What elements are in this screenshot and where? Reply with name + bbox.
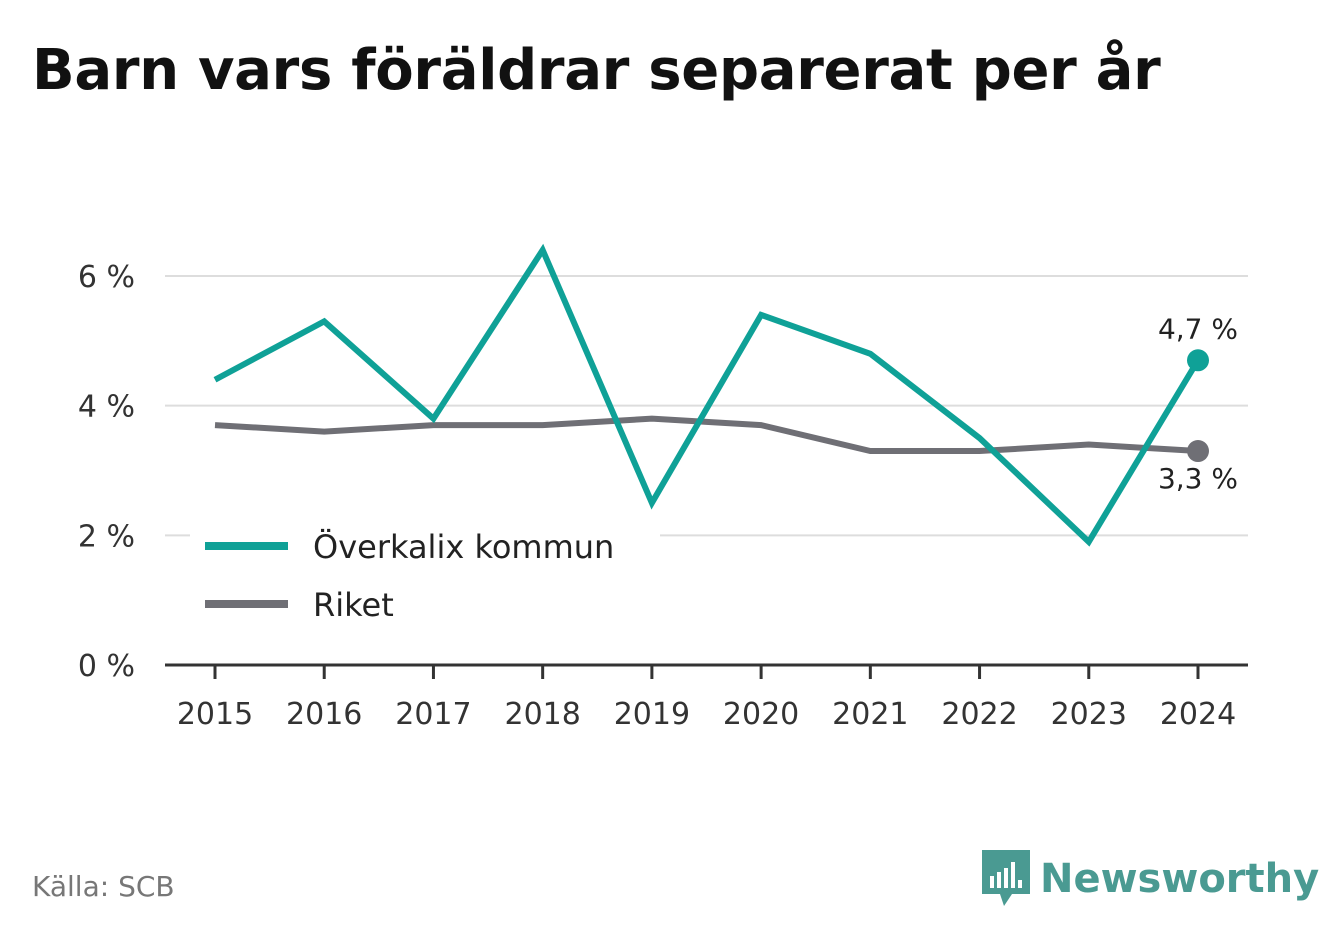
y-tick-label: 2 % xyxy=(78,519,135,554)
y-tick-label: 4 % xyxy=(78,390,135,425)
x-tick-label: 2017 xyxy=(395,697,471,732)
end-marker-overkalix xyxy=(1187,349,1209,372)
x-tick-label: 2016 xyxy=(286,697,362,732)
end-label-riket: 3,3 % xyxy=(1158,462,1238,495)
brand-logo: Newsworthy xyxy=(982,850,1319,908)
y-tick-label: 0 % xyxy=(78,649,135,684)
newsworthy-logo-icon xyxy=(982,850,1030,906)
legend-label: Riket xyxy=(313,586,394,624)
legend-label: Överkalix kommun xyxy=(313,528,614,566)
x-tick-label: 2018 xyxy=(504,697,580,732)
end-marker-riket xyxy=(1187,440,1209,463)
series-line-overkalix xyxy=(213,243,1201,547)
brand-name: Newsworthy xyxy=(1040,856,1320,902)
x-tick-label: 2022 xyxy=(941,697,1017,732)
series-line-riket xyxy=(214,415,1199,455)
chart-title: Barn vars föräldrar separerat per år xyxy=(32,38,1161,103)
x-tick-label: 2020 xyxy=(723,697,799,732)
y-tick-label: 6 % xyxy=(78,260,135,295)
x-tick-label: 2024 xyxy=(1160,697,1236,732)
x-tick-label: 2021 xyxy=(832,697,908,732)
x-tick-label: 2019 xyxy=(614,697,690,732)
end-label-overkalix: 4,7 % xyxy=(1158,312,1238,345)
x-tick-label: 2023 xyxy=(1051,697,1127,732)
x-tick-label: 2015 xyxy=(177,697,253,732)
source-note: Källa: SCB xyxy=(32,870,175,903)
